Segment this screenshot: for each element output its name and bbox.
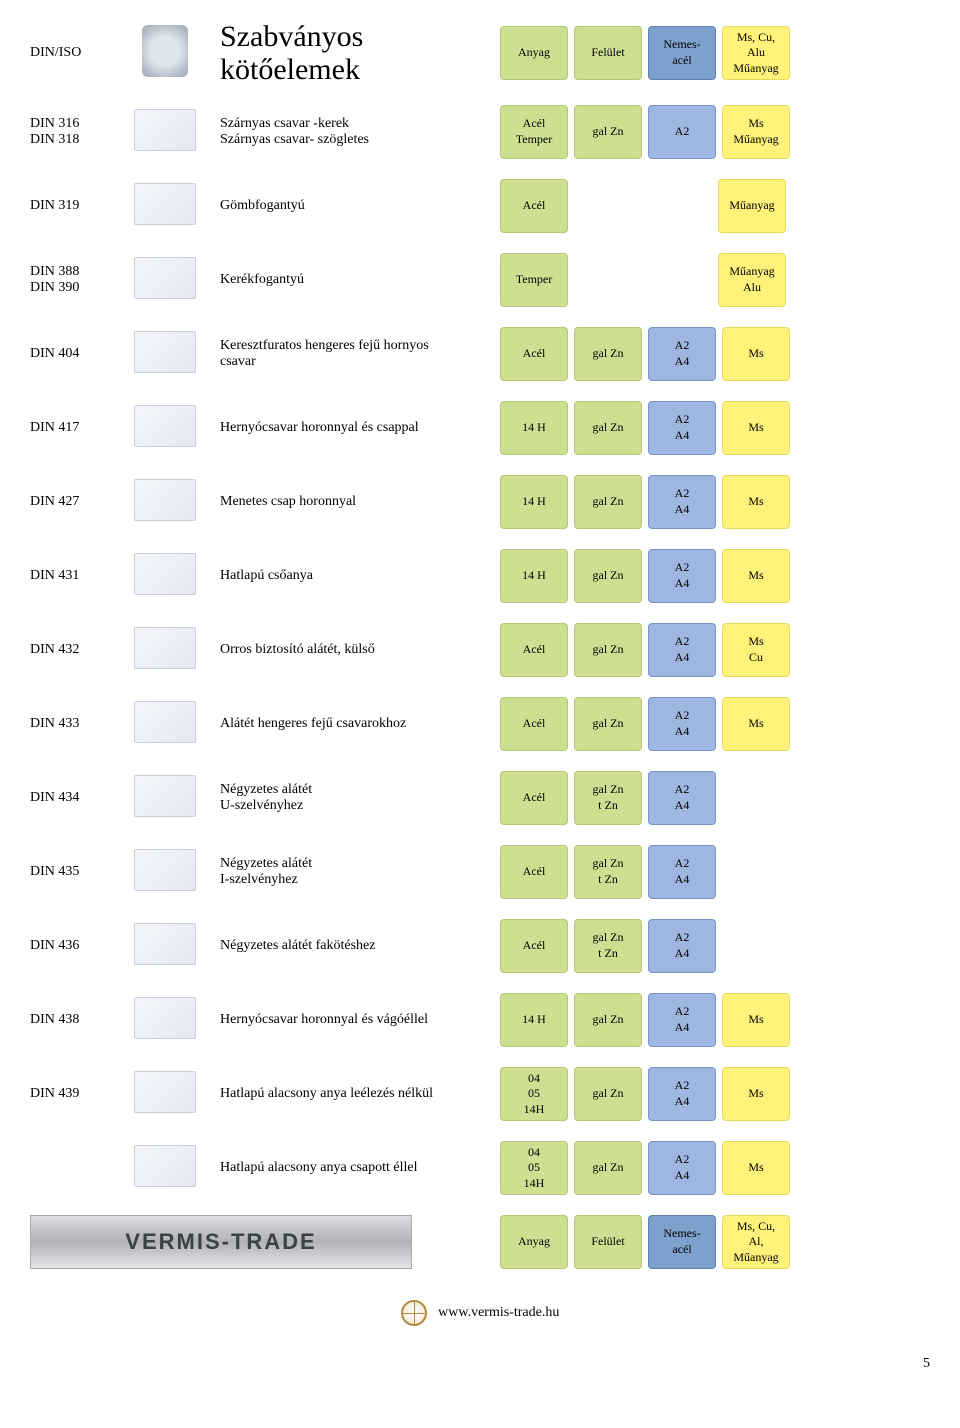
din-code: DIN 431	[30, 568, 110, 584]
din-code: DIN 438	[30, 1012, 110, 1028]
low-hex-nut-icon	[134, 1071, 196, 1113]
wing-screw-icon	[134, 109, 196, 151]
desc-text: Négyzetes alátét	[220, 782, 312, 797]
desc-text: Négyzetes alátét fakötéshez	[220, 938, 500, 954]
din-code: DIN 439	[30, 1086, 110, 1102]
desc-text: csavar	[220, 354, 256, 369]
footer-anyag: Anyag	[500, 1215, 568, 1269]
header-nemes: Nemes- acél	[648, 26, 716, 80]
desc-text: Szárnyas csavar -kerek	[220, 116, 349, 131]
desc-text: Szárnyas csavar- szögletes	[220, 132, 369, 147]
din-code: DIN 404	[30, 346, 110, 362]
low-hex-nut-chamfer-icon	[134, 1145, 196, 1187]
din-code: DIN 319	[30, 198, 110, 214]
desc-text: U-szelvényhez	[220, 798, 303, 813]
row-din404: DIN 404 Keresztfuratos hengeres fejű hor…	[30, 326, 930, 382]
row-din431: DIN 431 Hatlapú csőanya 14 H gal Zn A2 A…	[30, 548, 930, 604]
header-din: DIN/ISO	[30, 45, 110, 61]
shield-logo-icon	[142, 25, 188, 77]
header-row: DIN/ISO Szabványos kötőelemek Anyag Felü…	[30, 20, 930, 86]
tab-washer-icon	[134, 627, 196, 669]
page-number: 5	[30, 1356, 930, 1372]
title-line2: kötőelemek	[220, 53, 360, 86]
din-code: DIN 435	[30, 864, 110, 880]
ball-knob-icon	[134, 183, 196, 225]
row-din319: DIN 319 Gömbfogantyú Acél Műanyag	[30, 178, 930, 234]
desc-text: Négyzetes alátét	[220, 856, 312, 871]
headless-screw-icon	[134, 479, 196, 521]
row-din439b: Hatlapú alacsony anya csapott éllel 04 0…	[30, 1140, 930, 1196]
footer-felulet: Felület	[574, 1215, 642, 1269]
row-din388: DIN 388 DIN 390 Kerékfogantyú Temper Műa…	[30, 252, 930, 308]
row-din432: DIN 432 Orros biztosító alátét, külső Ac…	[30, 622, 930, 678]
row-din316: DIN 316 DIN 318 Szárnyas csavar -kerek S…	[30, 104, 930, 160]
din-code: DIN 434	[30, 790, 110, 806]
din-code: DIN 417	[30, 420, 110, 436]
handwheel-icon	[134, 257, 196, 299]
row-din439: DIN 439 Hatlapú alacsony anya leélezés n…	[30, 1066, 930, 1122]
row-din438: DIN 438 Hernyócsavar horonnyal és vágóél…	[30, 992, 930, 1048]
desc-text: Keresztfuratos hengeres fejű hornyos	[220, 338, 429, 353]
din-code: DIN 436	[30, 938, 110, 954]
din-code: DIN 427	[30, 494, 110, 510]
square-washer-u-icon	[134, 775, 196, 817]
row-din417: DIN 417 Hernyócsavar horonnyal és csappa…	[30, 400, 930, 456]
hex-nut-icon	[134, 553, 196, 595]
footer-nemes: Nemes- acél	[648, 1215, 716, 1269]
din-code: DIN 388	[30, 264, 79, 279]
desc-text: Hatlapú alacsony anya leélezés nélkül	[220, 1086, 500, 1102]
desc-text: Gömbfogantyú	[220, 198, 500, 214]
website-url: www.vermis-trade.hu	[438, 1305, 559, 1320]
desc-text: I-szelvényhez	[220, 872, 298, 887]
set-screw-cup-icon	[134, 997, 196, 1039]
header-logo	[110, 25, 220, 82]
desc-text: Hernyócsavar horonnyal és vágóéllel	[220, 1012, 500, 1028]
desc-text: Orros biztosító alátét, külső	[220, 642, 500, 658]
globe-icon	[401, 1300, 427, 1326]
vermis-trade-logo: VERMIS-TRADE	[30, 1215, 412, 1269]
row-din427: DIN 427 Menetes csap horonnyal 14 H gal …	[30, 474, 930, 530]
set-screw-icon	[134, 405, 196, 447]
square-washer-i-icon	[134, 849, 196, 891]
row-din433: DIN 433 Alátét hengeres fejű csavarokhoz…	[30, 696, 930, 752]
page-footer: www.vermis-trade.hu	[30, 1300, 930, 1326]
din-code: DIN 432	[30, 642, 110, 658]
capstan-screw-icon	[134, 331, 196, 373]
din-code: DIN 318	[30, 132, 79, 147]
desc-text: Hatlapú alacsony anya csapott éllel	[220, 1160, 500, 1176]
desc-text: Kerékfogantyú	[220, 272, 500, 288]
washer-icon	[134, 701, 196, 743]
page-title: Szabványos kötőelemek	[220, 20, 500, 86]
square-washer-wood-icon	[134, 923, 196, 965]
row-din434: DIN 434 Négyzetes alátét U-szelvényhez A…	[30, 770, 930, 826]
header-anyag: Anyag	[500, 26, 568, 80]
desc-text: Hernyócsavar horonnyal és csappal	[220, 420, 500, 436]
desc-text: Hatlapú csőanya	[220, 568, 500, 584]
row-din435: DIN 435 Négyzetes alátét I-szelvényhez A…	[30, 844, 930, 900]
footer-header-row: VERMIS-TRADE Anyag Felület Nemes- acél M…	[30, 1214, 930, 1270]
row-din436: DIN 436 Négyzetes alátét fakötéshez Acél…	[30, 918, 930, 974]
footer-extra: Ms, Cu, Al, Műanyag	[722, 1215, 790, 1269]
header-felulet: Felület	[574, 26, 642, 80]
din-code: DIN 433	[30, 716, 110, 732]
din-code: DIN 316	[30, 116, 79, 131]
din-code: DIN 390	[30, 280, 79, 295]
title-line1: Szabványos	[220, 20, 363, 53]
desc-text: Alátét hengeres fejű csavarokhoz	[220, 716, 500, 732]
header-extra: Ms, Cu, Alu Műanyag	[722, 26, 790, 80]
desc-text: Menetes csap horonnyal	[220, 494, 500, 510]
